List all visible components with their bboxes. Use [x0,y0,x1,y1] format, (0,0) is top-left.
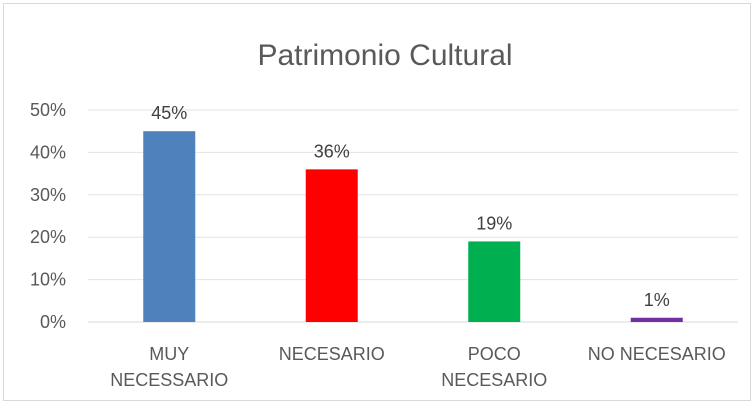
data-label: 36% [314,141,350,161]
bars [143,131,683,322]
y-axis-ticks: 0% 10% 20% 30% 40% 50% [30,100,66,332]
x-tick-label: NECESSARIO [110,370,228,390]
bar [143,131,196,322]
gridlines [88,109,738,323]
category-labels: MUY NECESSARIO NECESARIO POCO NECESARIO NO NE… [110,344,726,390]
data-label: 19% [476,213,512,233]
y-tick-label: 40% [30,142,66,162]
data-label: 1% [644,290,670,310]
chart-frame [3,3,751,401]
y-tick-label: 10% [30,270,66,290]
y-tick-label: 30% [30,185,66,205]
x-tick-label: NO NECESARIO [588,344,726,364]
bar [468,241,521,322]
y-tick-label: 20% [30,227,66,247]
y-tick-label: 50% [30,100,66,120]
x-tick-label: MUY [149,344,189,364]
bar [630,317,683,322]
x-tick-label: NECESARIO [279,344,385,364]
data-label: 45% [151,103,187,123]
y-tick-label: 0% [40,312,66,332]
x-tick-label: POCO [468,344,521,364]
data-labels: 45% 36% 19% 1% [151,103,670,310]
x-tick-label: NECESARIO [441,370,547,390]
chart-title: Patrimonio Cultural [257,39,512,72]
bar [305,169,358,322]
